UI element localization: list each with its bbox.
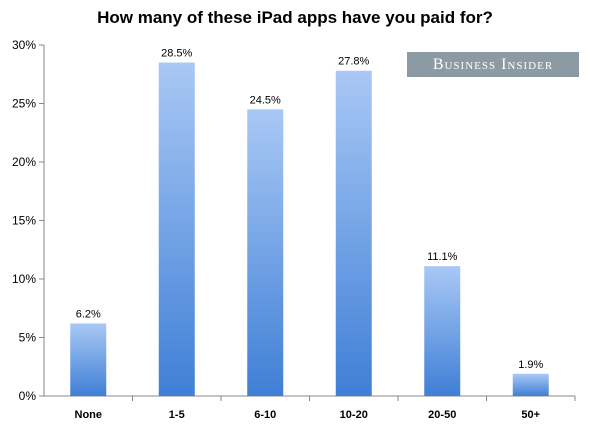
y-tick-label: 30%: [12, 38, 36, 52]
data-label: 24.5%: [250, 94, 281, 106]
bar-6-10: [247, 109, 284, 396]
y-tick-label: 10%: [12, 272, 36, 286]
bar-none: [70, 323, 107, 396]
y-axis: 0% 5% 10% 15% 20% 25% 30%: [12, 38, 45, 403]
category-label: 50+: [521, 409, 540, 421]
y-tick-label: 15%: [12, 214, 36, 228]
y-tick-label: 5%: [19, 331, 37, 345]
category-label: 20-50: [428, 409, 456, 421]
y-tick-label: 0%: [19, 389, 37, 403]
data-label: 1.9%: [518, 359, 543, 371]
bar-50-: [512, 373, 549, 396]
bar-10-20: [335, 70, 372, 397]
y-tick-label: 25%: [12, 97, 36, 111]
bar-20-50: [424, 266, 461, 396]
category-label: None: [75, 409, 103, 421]
data-labels: 6.2% 28.5% 24.5% 27.8% 11.1% 1.9%: [76, 48, 544, 371]
category-label: 6-10: [254, 409, 276, 421]
bars: [70, 62, 549, 397]
category-label: 10-20: [340, 409, 368, 421]
data-label: 6.2%: [76, 308, 101, 320]
data-label: 11.1%: [427, 251, 458, 263]
y-tick-label: 20%: [12, 155, 36, 169]
data-label: 28.5%: [161, 48, 192, 60]
bar-1-5: [158, 62, 195, 397]
category-label: 1-5: [169, 409, 185, 421]
x-axis: None 1-5 6-10 10-20 20-50 50+: [44, 395, 576, 421]
chart-title: How many of these iPad apps have you pai…: [97, 8, 493, 27]
business-insider-watermark: Business Insider: [407, 52, 579, 77]
data-label: 27.8%: [338, 56, 369, 68]
